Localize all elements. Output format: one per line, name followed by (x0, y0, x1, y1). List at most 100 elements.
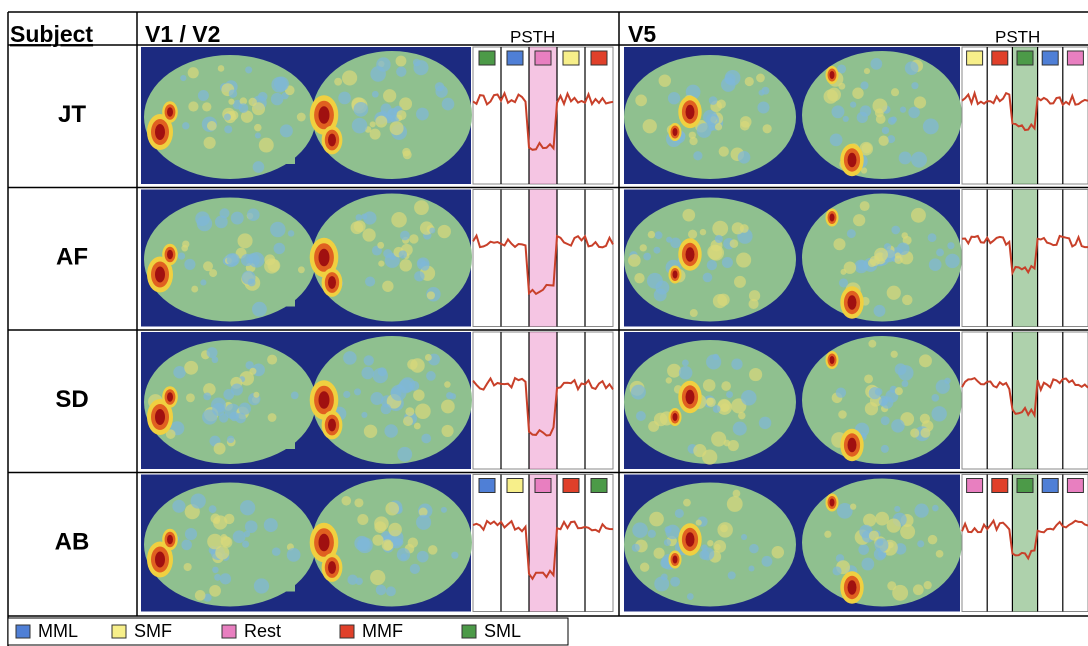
condition-square (535, 479, 551, 493)
texture (209, 269, 217, 277)
texture (178, 252, 185, 259)
texture (245, 66, 252, 73)
texture (726, 391, 733, 398)
activation (830, 356, 835, 364)
texture (378, 260, 384, 266)
condition-square (992, 51, 1008, 65)
texture (396, 56, 407, 67)
texture (745, 77, 754, 86)
texture (258, 92, 268, 102)
texture (181, 540, 192, 551)
texture (858, 544, 869, 555)
texture (713, 354, 719, 360)
texture (648, 421, 659, 432)
texture (229, 89, 237, 97)
texture (441, 507, 447, 513)
texture (879, 398, 887, 406)
texture (868, 340, 876, 348)
texture (861, 558, 874, 571)
texture (352, 118, 368, 134)
texture (738, 412, 746, 420)
texture (877, 539, 884, 546)
texture (441, 400, 455, 414)
activation (848, 153, 857, 167)
texture (233, 530, 246, 543)
texture (255, 132, 261, 138)
texture (833, 566, 842, 575)
activation (319, 534, 330, 552)
activation (673, 271, 678, 279)
texture (365, 276, 375, 286)
texture (661, 573, 668, 580)
texture (372, 91, 379, 98)
texture (186, 393, 195, 402)
texture (274, 243, 285, 254)
condition-square (479, 479, 495, 493)
texture (722, 257, 733, 268)
texture (202, 409, 217, 424)
texture (693, 444, 706, 457)
texture (438, 225, 451, 238)
texture (690, 309, 698, 317)
texture (870, 58, 882, 70)
texture (727, 496, 743, 512)
texture (361, 213, 367, 219)
texture (228, 99, 234, 105)
texture (649, 512, 664, 527)
texture (715, 123, 722, 130)
texture (675, 509, 684, 518)
texture (740, 121, 750, 131)
texture (370, 121, 376, 127)
texture (287, 548, 301, 562)
texture (688, 230, 697, 239)
psth-header: PSTH (510, 27, 555, 46)
texture (268, 413, 277, 422)
texture (833, 238, 845, 250)
activation (830, 499, 835, 507)
texture (928, 535, 938, 545)
texture (863, 514, 876, 527)
texture (928, 233, 937, 242)
texture (227, 436, 235, 444)
texture (253, 161, 265, 173)
activation (686, 105, 695, 119)
texture (900, 524, 915, 539)
activation (328, 561, 336, 574)
brain-inset (275, 578, 295, 592)
activation (848, 580, 857, 594)
activation (155, 552, 165, 568)
texture (248, 279, 256, 287)
texture (721, 403, 730, 412)
texture (838, 83, 845, 90)
texture (245, 520, 258, 533)
texture (235, 413, 246, 424)
texture (375, 116, 387, 128)
texture (898, 365, 913, 380)
texture (914, 96, 926, 108)
texture (932, 505, 939, 512)
texture (715, 235, 723, 243)
texture (910, 428, 919, 437)
texture (203, 392, 211, 400)
texture (929, 258, 942, 271)
texture (297, 113, 306, 122)
texture (628, 254, 641, 267)
texture (730, 239, 739, 248)
texture (188, 67, 199, 78)
brain-inset (275, 150, 295, 164)
activation (848, 295, 857, 309)
texture (253, 392, 259, 398)
texture (291, 392, 299, 400)
texture (860, 81, 868, 89)
brain-inset (275, 435, 295, 449)
texture (682, 359, 689, 366)
texture (666, 237, 672, 243)
texture (180, 75, 186, 81)
texture (756, 74, 765, 83)
texture (420, 261, 430, 271)
texture (687, 593, 694, 600)
texture (386, 586, 396, 596)
subject-label: JT (58, 101, 86, 128)
texture (271, 77, 287, 93)
texture (668, 92, 680, 104)
